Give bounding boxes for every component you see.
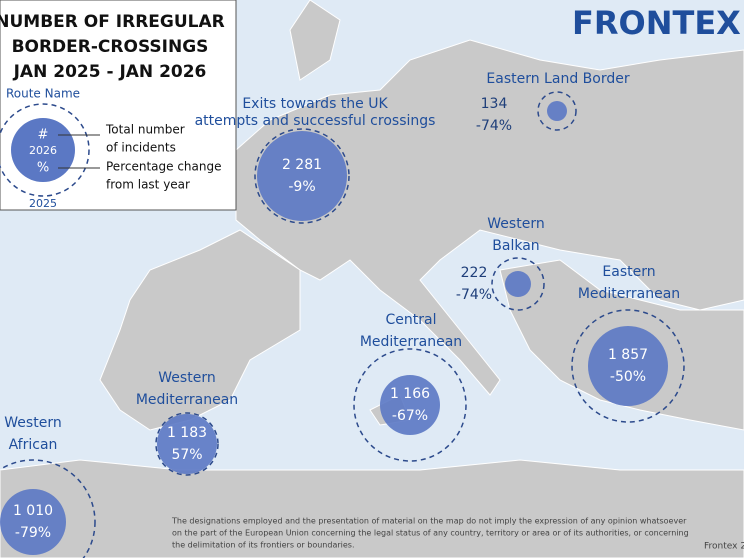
- route-incidents: 2 281: [282, 157, 322, 173]
- route-dashed-circle: [254, 128, 350, 224]
- legend-route-name: Route Name: [6, 87, 80, 101]
- route-dashed-circle: [353, 348, 467, 462]
- route-name: Central: [386, 312, 437, 328]
- route-circle: [505, 271, 531, 297]
- legend-dashed-circle: [0, 103, 90, 197]
- route-name: Mediterranean: [136, 392, 238, 408]
- route-name: Western: [158, 370, 215, 386]
- route-dashed-circle: [0, 459, 96, 558]
- legend-label: Total number: [105, 123, 185, 137]
- route-name: Eastern: [602, 264, 655, 280]
- route-name: Western: [4, 415, 61, 431]
- legend-percent: %: [37, 161, 49, 176]
- route-change: -74%: [456, 287, 492, 303]
- route-dashed-circle: [537, 91, 577, 131]
- disclaimer: the delimitation of its frontiers or bou…: [172, 541, 355, 550]
- legend-circle: [11, 118, 75, 182]
- route-circle: [0, 489, 66, 555]
- route-change: -79%: [15, 525, 51, 541]
- route-name: Exits towards the UK: [242, 96, 388, 112]
- legend-title: BORDER-CROSSINGS: [12, 37, 209, 57]
- route-change: -9%: [288, 179, 315, 195]
- route-incidents: 1 166: [390, 386, 430, 402]
- route-name: African: [9, 437, 58, 453]
- route-name: Mediterranean: [360, 334, 462, 350]
- legend-count: #: [38, 128, 49, 143]
- logo: FRONTEX: [572, 4, 741, 42]
- legend-label: Percentage change: [106, 160, 221, 174]
- route-circle: [547, 101, 567, 121]
- legend-label: from last year: [106, 178, 190, 192]
- route-incidents: 222: [461, 265, 488, 281]
- route-change: 57%: [171, 447, 202, 463]
- credit: Frontex 2: [704, 542, 744, 552]
- route-incidents: 134: [481, 96, 508, 112]
- route-change: -50%: [610, 369, 646, 385]
- legend-year: 2026: [29, 144, 57, 157]
- legend-title: JAN 2025 - JAN 2026: [13, 62, 207, 82]
- route-name: Balkan: [492, 238, 539, 254]
- legend-label: of incidents: [106, 141, 176, 155]
- route-dashed-circle: [155, 412, 219, 476]
- route-circle: [157, 414, 217, 474]
- route-circle: [588, 326, 668, 406]
- route-circle: [257, 131, 347, 221]
- route-subtitle: attempts and successful crossings: [195, 113, 436, 129]
- route-incidents: 1 010: [13, 503, 53, 519]
- route-circle: [380, 375, 440, 435]
- route-dashed-circle: [491, 257, 545, 311]
- route-incidents: 1 183: [167, 425, 207, 441]
- disclaimer: The designations employed and the presen…: [171, 517, 687, 526]
- route-change: -67%: [392, 408, 428, 424]
- legend-title: NUMBER OF IRREGULAR: [0, 12, 225, 32]
- route-dashed-circle: [571, 309, 685, 423]
- legend: NUMBER OF IRREGULAR BORDER-CROSSINGS JAN…: [0, 0, 237, 211]
- legend-prev-year: 2025: [29, 197, 57, 210]
- route-incidents: 1 857: [608, 347, 648, 363]
- route-name: Eastern Land Border: [486, 71, 629, 87]
- route-name: Mediterranean: [578, 286, 680, 302]
- route-name: Western: [487, 216, 544, 232]
- route-change: -74%: [476, 118, 512, 134]
- disclaimer: on the part of the European Union concer…: [172, 529, 689, 538]
